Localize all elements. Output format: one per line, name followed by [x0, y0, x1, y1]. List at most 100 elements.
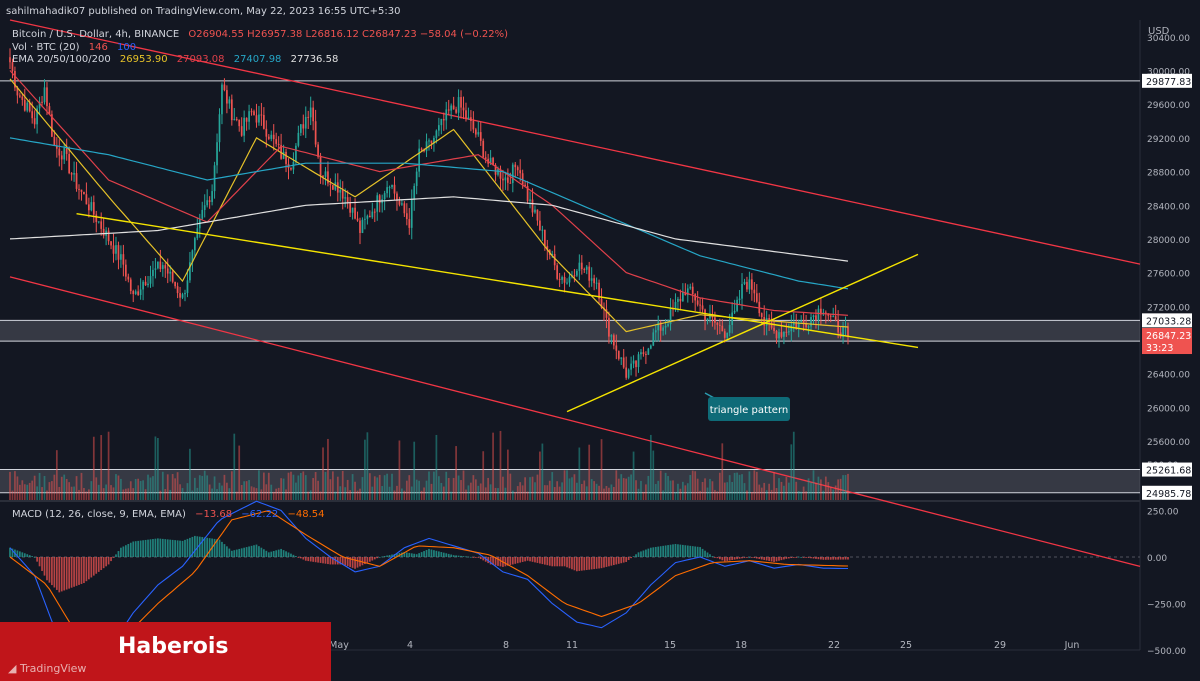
volume-bar: [608, 487, 610, 500]
candle-body: [161, 265, 164, 269]
macd-hist-bar: [603, 557, 605, 568]
macd-line: [9, 500, 848, 674]
volume-bar: [16, 476, 19, 500]
macd-hist-bar: [805, 557, 807, 558]
candle-body: [482, 140, 485, 158]
time-label: 18: [735, 640, 747, 651]
volume-bar: [487, 477, 490, 500]
candle-body: [428, 140, 430, 142]
candle-body: [829, 315, 832, 317]
volume-label[interactable]: Vol · BTC (20): [12, 42, 80, 53]
volume-bar: [339, 486, 342, 500]
candle-body: [134, 291, 137, 294]
currency-label[interactable]: USD: [1148, 26, 1170, 37]
macd-hist-bar: [171, 539, 174, 557]
volume-bar: [60, 476, 63, 500]
zone-top-price-label-bg: [1142, 313, 1192, 328]
symbol-name[interactable]: Bitcoin / U.S. Dollar, 4h, BINANCE: [12, 29, 180, 40]
volume-bar: [398, 440, 401, 500]
volume-bar: [477, 485, 480, 500]
candle-body: [129, 279, 132, 291]
volume-bar: [33, 475, 36, 500]
volume-bar: [309, 490, 312, 500]
macd-hist-bar: [558, 557, 561, 567]
candle-body: [561, 277, 563, 280]
volume-bar: [716, 491, 719, 500]
volume-bar: [472, 475, 475, 500]
candle-body: [593, 278, 595, 284]
volume-bar: [189, 448, 191, 500]
macd-hist-bar: [785, 557, 788, 559]
volume-bar: [728, 475, 731, 500]
volume-bar: [354, 481, 356, 500]
volume-bar: [844, 475, 847, 500]
candle-body: [723, 331, 726, 338]
volume-bar: [588, 444, 591, 500]
volume-bar: [620, 474, 623, 500]
macd-hist-bar: [413, 553, 416, 557]
candle-body: [815, 315, 817, 321]
candle-body: [80, 189, 83, 192]
volume-bar: [531, 476, 534, 500]
candle-body: [817, 308, 820, 321]
macd-hist-bar: [408, 552, 411, 557]
macd-hist-bar: [157, 538, 159, 557]
volume-bar: [847, 473, 849, 500]
volume-bar: [543, 485, 546, 500]
brand-watermark: Haberois: [118, 634, 229, 659]
macd-hist-bar: [60, 557, 63, 592]
macd-hist-bar: [610, 557, 613, 566]
macd-hist-bar: [58, 557, 61, 593]
macd-hist-bar: [447, 553, 450, 557]
macd-hist-bar: [711, 556, 714, 557]
macd-hist-bar: [585, 557, 588, 571]
volume-bar: [349, 490, 351, 500]
volume-bar: [827, 482, 830, 500]
volume-bar: [437, 476, 440, 500]
candle-body: [531, 199, 534, 213]
volume-bar: [674, 491, 677, 500]
ema-label[interactable]: EMA 20/50/100/200: [12, 54, 111, 65]
volume-bar: [768, 483, 770, 500]
volume-bar: [721, 443, 724, 500]
candle-body: [447, 109, 450, 111]
candle-body: [820, 308, 822, 315]
macd-hist-bar: [179, 540, 181, 557]
volume-bar: [783, 485, 785, 500]
macd-hist-bar: [317, 557, 319, 563]
candle-body: [600, 298, 603, 308]
volume-bar: [640, 480, 642, 500]
volume-bar: [684, 485, 687, 500]
macd-hist-bar: [810, 557, 812, 559]
macd-hist-bar: [435, 550, 438, 557]
macd-hist-bar: [428, 548, 430, 557]
macd-hist-bar: [731, 557, 734, 561]
volume-bar: [171, 474, 174, 500]
volume-bar: [368, 473, 371, 500]
macd-label[interactable]: MACD (12, 26, close, 9, EMA, EMA): [12, 509, 186, 520]
volume-bar: [250, 486, 253, 500]
volume-bar: [346, 479, 349, 500]
macd-hist-bar: [694, 546, 697, 557]
macd-hist-bar: [176, 540, 179, 557]
volume-bar: [248, 480, 250, 500]
volume-bar: [590, 479, 593, 500]
macd-hist-bar: [43, 557, 46, 576]
channel-lower-line: [9, 276, 1141, 568]
price-tick-label: 30000.00: [1147, 68, 1190, 78]
candle-body: [524, 184, 526, 187]
macd-hist-bar: [470, 556, 472, 558]
candle-body: [164, 265, 167, 269]
macd-hist-bar: [354, 557, 356, 569]
candle-body: [149, 276, 152, 284]
macd-hist-bar: [536, 557, 539, 563]
macd-hist-bar: [159, 538, 162, 557]
volume-bar: [120, 478, 122, 500]
volume-bar: [790, 444, 793, 500]
candle-body: [553, 254, 556, 266]
candle-body: [255, 115, 258, 123]
volume-bar: [260, 489, 263, 500]
macd-hist-bar: [309, 557, 312, 562]
macd-hist-bar: [751, 557, 753, 558]
